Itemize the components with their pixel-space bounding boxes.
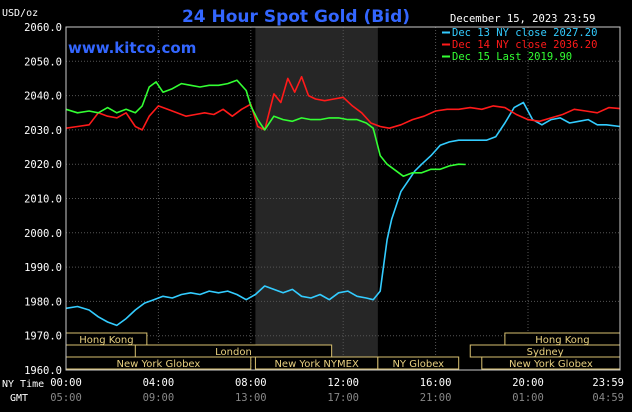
y-tick-label: 2010.0 <box>24 194 62 206</box>
legend-entry: Dec 13 NY close 2027.20 <box>452 27 597 39</box>
series-line-1 <box>65 101 621 327</box>
y-tick-label: 2050.0 <box>24 56 62 68</box>
x-tick-label-ny: 20:00 <box>512 377 544 389</box>
legend-entry: Dec 14 NY close 2036.20 <box>452 39 597 51</box>
x-tick-label-gmt: 01:00 <box>512 392 544 404</box>
session-label: NY Globex <box>392 359 444 370</box>
session-label: New York Globex <box>116 359 200 370</box>
y-tick-label: 1970.0 <box>24 331 62 343</box>
x-tick-label-gmt: 17:00 <box>327 392 359 404</box>
session-label: Hong Kong <box>535 335 589 346</box>
x-tick-label-ny: 00:00 <box>50 377 82 389</box>
y-tick-label: 2060.0 <box>24 22 62 34</box>
plot-frame <box>65 26 621 371</box>
session-label: Sydney <box>527 347 564 358</box>
session-label: New York NYMEX <box>274 359 359 370</box>
y-tick-label: 2030.0 <box>24 125 62 137</box>
x-tick-label-ny: 16:00 <box>420 377 452 389</box>
legend-entry: Dec 15 Last 2019.90 <box>452 51 572 63</box>
x-tick-label-ny: 12:00 <box>327 377 359 389</box>
y-tick-label: 1980.0 <box>24 296 62 308</box>
y-tick-label: 1990.0 <box>24 262 62 274</box>
session-label: London <box>215 347 252 358</box>
y-tick-label: 2040.0 <box>24 91 62 103</box>
series-line-2 <box>65 75 621 131</box>
date-label: December 15, 2023 23:59 <box>450 13 595 25</box>
session-box <box>377 356 460 370</box>
series-line-3 <box>65 79 466 177</box>
x-tick-label-gmt: 21:00 <box>420 392 452 404</box>
watermark-text: www.kitco.com <box>68 39 196 57</box>
ny-time-row-label: NY Time <box>2 379 44 390</box>
x-tick-label-ny: 04:00 <box>143 377 175 389</box>
y-tick-label: 2000.0 <box>24 228 62 240</box>
chart-title: 24 Hour Spot Gold (Bid) <box>182 7 410 27</box>
x-tick-label-ny: 08:00 <box>235 377 267 389</box>
session-label: New York Globex <box>509 359 593 370</box>
y-axis-label: USD/oz <box>2 8 38 19</box>
x-tick-label-gmt: 04:59 <box>592 392 624 404</box>
session-label: Hong Kong <box>79 335 133 346</box>
x-tick-label-ny: 23:59 <box>592 377 624 389</box>
y-tick-label: 2020.0 <box>24 159 62 171</box>
gmt-row-label: GMT <box>10 393 28 404</box>
x-tick-label-gmt: 13:00 <box>235 392 267 404</box>
x-tick-label-gmt: 09:00 <box>143 392 175 404</box>
y-tick-label: 1960.0 <box>24 365 62 377</box>
x-tick-label-gmt: 05:00 <box>50 392 82 404</box>
